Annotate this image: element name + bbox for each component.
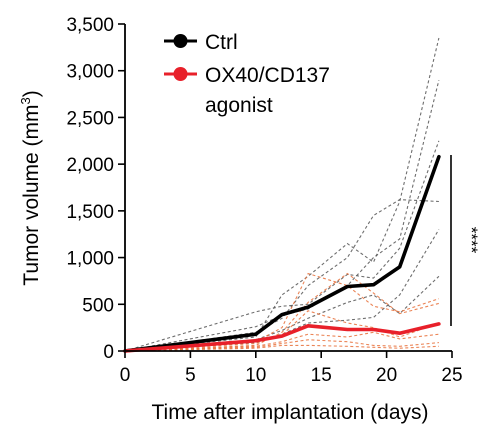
x-tick-label: 0 bbox=[120, 365, 131, 386]
y-tick-label: 3,500 bbox=[66, 15, 114, 36]
individual-trace-agonist-6 bbox=[124, 272, 440, 352]
legend-ctrl-label: Ctrl bbox=[205, 31, 238, 54]
x-tick-label: 15 bbox=[311, 365, 332, 386]
legend-agonist-label-line-2: agonist bbox=[205, 94, 273, 117]
x-tick-label: 25 bbox=[441, 365, 462, 386]
individual-trace-agonist-10 bbox=[124, 339, 439, 352]
axes: 0 500 1,000 1,500 2,000 2,500 3,000 3,500 0 5 10 15… bbox=[66, 15, 462, 386]
individual-trace-ctrl-5 bbox=[124, 229, 440, 352]
individual-trace-agonist-8 bbox=[124, 310, 440, 352]
individual-trace-agonist-9 bbox=[124, 331, 439, 352]
individual-trace-ctrl-2 bbox=[124, 199, 439, 352]
legend-ctrl-swatch-marker bbox=[173, 34, 188, 48]
x-tick-label: 20 bbox=[376, 365, 397, 386]
y-tick-label: 1,000 bbox=[66, 249, 114, 270]
y-tick-label: 500 bbox=[82, 295, 114, 316]
individual-trace-ctrl-3 bbox=[124, 140, 440, 352]
group-mean-lines bbox=[123, 154, 441, 353]
x-tick-label: 10 bbox=[245, 365, 266, 386]
y-tick-label: 3,000 bbox=[66, 62, 114, 83]
legend: Ctrl OX40/CD137 agonist bbox=[164, 31, 330, 117]
individual-trace-agonist-7 bbox=[124, 272, 440, 352]
y-axis-label-superscript: 3 bbox=[18, 97, 33, 104]
y-tick-label: 2,000 bbox=[66, 155, 114, 176]
significance-label: **** bbox=[462, 227, 481, 254]
individual-trace-ctrl-4 bbox=[124, 275, 440, 352]
y-axis-label-close: ) bbox=[20, 90, 43, 97]
y-axis-label: Tumor volume (mm3) bbox=[18, 90, 43, 285]
y-tick-label: 0 bbox=[103, 342, 114, 363]
x-axis-label: Time after implantation (days) bbox=[152, 401, 429, 424]
series-line-agonist bbox=[123, 322, 441, 353]
y-tick-label: 1,500 bbox=[66, 202, 114, 223]
series-line-ctrl bbox=[123, 154, 441, 353]
individual-trace-agonist-11 bbox=[124, 344, 439, 352]
x-tick-label: 5 bbox=[185, 365, 196, 386]
y-tick-label: 2,500 bbox=[66, 108, 114, 129]
legend-agonist-swatch-marker bbox=[173, 67, 188, 81]
legend-agonist-label-line-1: OX40/CD137 bbox=[205, 64, 330, 87]
y-axis-label-text: Tumor volume (mm bbox=[20, 104, 43, 285]
